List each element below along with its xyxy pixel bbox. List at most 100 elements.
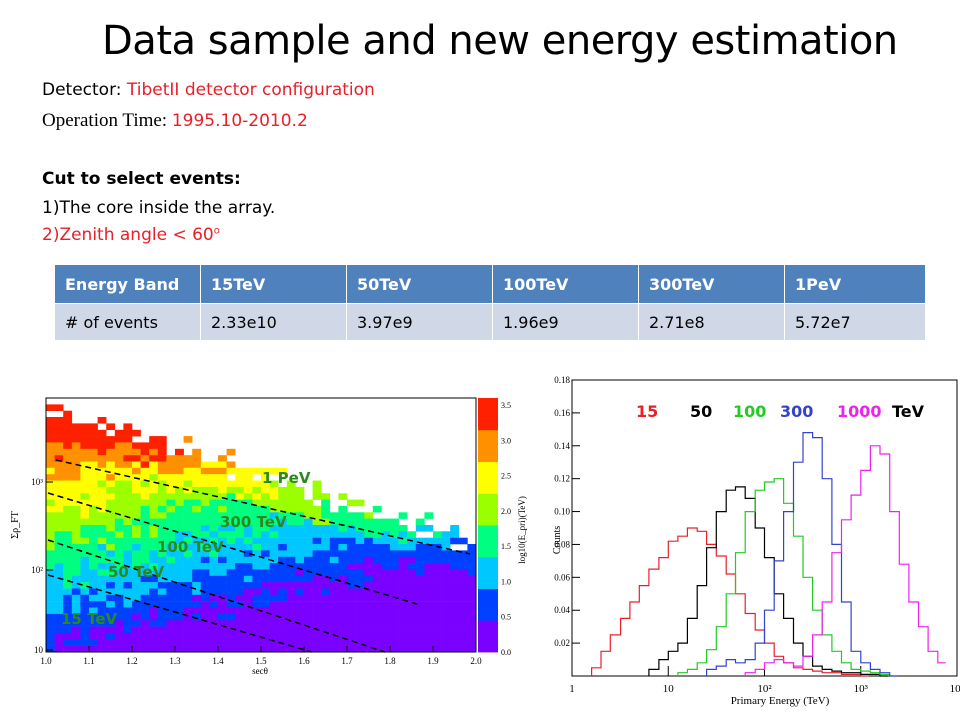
heatmap-cell xyxy=(114,639,124,646)
colorbar-step xyxy=(478,442,498,450)
heatmap-cell xyxy=(114,436,124,443)
heatmap-cell xyxy=(97,537,107,545)
heatmap-cell xyxy=(226,486,236,494)
heatmap-cell xyxy=(364,531,374,538)
table-cell: 5.72e7 xyxy=(784,303,926,340)
heatmap-cell xyxy=(269,556,279,564)
heatmap-cell xyxy=(321,493,331,500)
heatmap-cell xyxy=(450,569,460,576)
heatmap-cell xyxy=(329,556,339,564)
heatmap-cell xyxy=(140,613,150,621)
heatmap-cell xyxy=(390,550,399,557)
heatmap-cell xyxy=(157,518,167,526)
heatmap-cell xyxy=(269,645,279,653)
heatmap-cell xyxy=(200,518,210,526)
heatmap-cell xyxy=(398,594,408,602)
heatmap-cell xyxy=(80,588,90,596)
heatmap-cell xyxy=(235,620,245,627)
heatmap-cell xyxy=(364,537,374,545)
heatmap-cell xyxy=(183,480,193,488)
heatmap-cell xyxy=(166,505,176,513)
heatmap-cell xyxy=(114,505,124,513)
heatmap-cell xyxy=(252,493,262,500)
heatmap-cell xyxy=(183,525,193,532)
heatmap-cell xyxy=(269,588,279,596)
heatmap-cell xyxy=(372,556,382,564)
heatmap-cell xyxy=(157,582,167,589)
y-tick-label: 10 xyxy=(34,645,44,655)
heatmap-cell xyxy=(338,575,348,583)
heatmap-cell xyxy=(209,556,219,564)
heatmap-cell xyxy=(114,645,124,653)
heatmap-cell xyxy=(261,569,270,576)
heatmap-cell xyxy=(166,601,176,608)
heatmap-cell xyxy=(123,601,133,608)
heatmap-cell xyxy=(106,461,116,469)
heatmap-cell xyxy=(192,632,202,640)
heatmap-cell xyxy=(175,544,184,551)
heatmap-cell xyxy=(218,626,227,634)
heatmap-cell xyxy=(209,505,219,513)
heatmap-cell xyxy=(123,474,133,481)
heatmap-cell xyxy=(157,486,167,494)
heatmap-cell xyxy=(450,550,460,557)
colorbar-step xyxy=(478,575,498,583)
heatmap-cell xyxy=(226,525,236,532)
heatmap-cell xyxy=(441,556,451,564)
heatmap-cell xyxy=(114,512,124,519)
heatmap-cell xyxy=(243,512,253,519)
heatmap-cell xyxy=(123,461,133,469)
heatmap-cell xyxy=(140,480,150,488)
heatmap-cell xyxy=(114,563,124,570)
heatmap-cell xyxy=(433,607,442,615)
heatmap-cell xyxy=(347,550,356,557)
heatmap-cell xyxy=(218,601,227,608)
heatmap-cell xyxy=(200,563,210,570)
heatmap-cell xyxy=(467,550,477,557)
heatmap-cell xyxy=(132,512,141,519)
heatmap-cell xyxy=(175,531,184,538)
heatmap-cell xyxy=(149,550,159,557)
heatmap-cell xyxy=(140,461,150,469)
heatmap-cell xyxy=(46,499,55,507)
heatmap-cell xyxy=(132,429,141,437)
heatmap-cell xyxy=(304,550,313,557)
heatmap-cell xyxy=(132,563,141,570)
heatmap-cell xyxy=(157,563,167,570)
heatmap-cell xyxy=(269,499,279,507)
table-cell: 1.96e9 xyxy=(492,303,639,340)
heatmap-cell xyxy=(398,632,408,640)
heatmap-cell xyxy=(390,563,399,570)
energy-histogram-chart: 0.020.040.060.080.100.120.140.160.18 1 10… xyxy=(552,375,960,707)
heatmap-cell xyxy=(372,505,382,513)
heatmap-cell xyxy=(295,639,305,646)
heatmap-cell xyxy=(450,620,460,627)
heatmap-cell xyxy=(89,455,98,462)
heatmap-cell xyxy=(149,461,159,469)
heatmap-cell xyxy=(200,461,210,469)
heatmap-cell xyxy=(97,544,107,551)
heatmap-cell xyxy=(338,645,348,653)
heatmap-cell xyxy=(209,525,219,532)
heatmap-cell xyxy=(243,620,253,627)
heatmap-cell xyxy=(261,531,270,538)
heatmap-cell xyxy=(80,455,90,462)
heatmap-cell xyxy=(149,531,159,538)
heatmap-cell xyxy=(54,569,64,576)
heatmap-cell xyxy=(372,563,382,570)
heatmap-cell xyxy=(321,632,331,640)
heatmap-cell xyxy=(132,632,141,640)
heatmap-cell xyxy=(192,512,202,519)
heatmap-cell xyxy=(97,505,107,513)
heatmap-cell xyxy=(364,512,374,519)
heatmap-cell xyxy=(97,620,107,627)
heatmap-cell xyxy=(347,639,356,646)
heatmap-cell xyxy=(166,550,176,557)
heatmap-cell xyxy=(166,480,176,488)
heatmap-cell xyxy=(192,455,202,462)
heatmap-cell xyxy=(71,512,81,519)
heatmap-cell xyxy=(226,626,236,634)
heatmap-cell xyxy=(347,499,356,507)
heatmap-cell xyxy=(235,505,245,513)
heatmap-cell xyxy=(235,518,245,526)
